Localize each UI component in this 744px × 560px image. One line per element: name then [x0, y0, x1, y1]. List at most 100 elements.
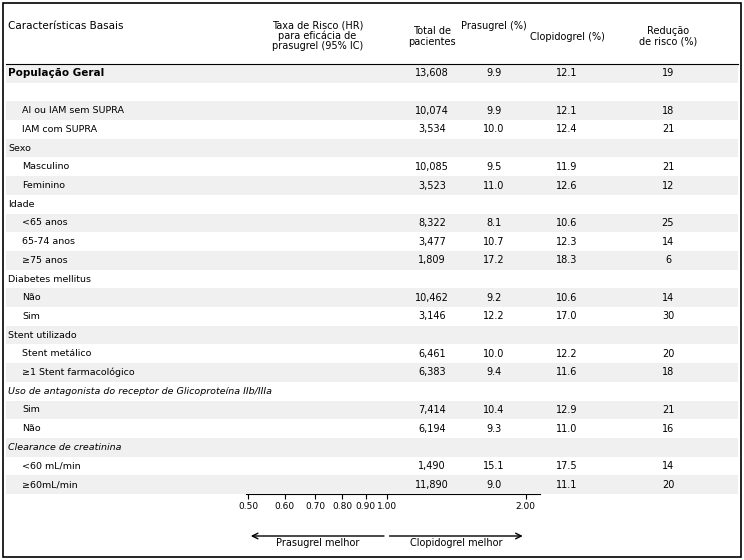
Text: para eficácia de: para eficácia de: [278, 31, 356, 41]
Text: 3,477: 3,477: [418, 237, 446, 246]
Text: prasugrel (95% IC): prasugrel (95% IC): [272, 41, 363, 51]
Text: Sim: Sim: [22, 405, 40, 414]
Bar: [6, 382, 738, 400]
Text: 13,608: 13,608: [415, 68, 449, 78]
Text: 10,074: 10,074: [415, 106, 449, 116]
Bar: [246, 307, 540, 326]
Bar: [6, 232, 738, 251]
Text: <65 anos: <65 anos: [22, 218, 68, 227]
Text: 1,809: 1,809: [418, 255, 446, 265]
Text: 9.4: 9.4: [487, 367, 501, 377]
Text: 10.0: 10.0: [484, 124, 504, 134]
Text: 12.2: 12.2: [557, 349, 578, 359]
Text: 17.0: 17.0: [557, 311, 578, 321]
Bar: [6, 363, 738, 382]
Text: 11.0: 11.0: [557, 423, 577, 433]
Text: 12.6: 12.6: [557, 180, 578, 190]
Text: 21: 21: [662, 124, 674, 134]
Text: Características Basais: Características Basais: [8, 21, 124, 31]
Bar: [246, 232, 540, 251]
Text: 18.3: 18.3: [557, 255, 577, 265]
Bar: [246, 213, 540, 232]
Text: 10.6: 10.6: [557, 218, 577, 228]
Text: 12: 12: [662, 180, 674, 190]
Text: 9.5: 9.5: [487, 162, 501, 172]
Text: 10.0: 10.0: [484, 349, 504, 359]
Bar: [246, 270, 540, 288]
Polygon shape: [324, 66, 366, 81]
Text: 14: 14: [662, 293, 674, 303]
Text: Clopidogrel (%): Clopidogrel (%): [530, 32, 604, 42]
Text: 19: 19: [662, 68, 674, 78]
Text: 6,194: 6,194: [418, 423, 446, 433]
Text: 9.2: 9.2: [487, 293, 501, 303]
Text: 30: 30: [662, 311, 674, 321]
Bar: [6, 344, 738, 363]
Text: 12.9: 12.9: [557, 405, 578, 415]
Bar: [246, 363, 540, 382]
Text: 1,490: 1,490: [418, 461, 446, 471]
Text: 16: 16: [662, 423, 674, 433]
Bar: [6, 475, 738, 494]
Bar: [246, 139, 540, 157]
Bar: [6, 400, 738, 419]
Text: Não: Não: [22, 424, 41, 433]
Bar: [6, 288, 738, 307]
Text: Uso de antagonista do receptor de Glicoproteína IIb/IIIa: Uso de antagonista do receptor de Glicop…: [8, 386, 272, 396]
Bar: [246, 438, 540, 456]
Bar: [246, 419, 540, 438]
Text: 20: 20: [662, 349, 674, 359]
Text: 12.3: 12.3: [557, 237, 578, 246]
Text: 7,414: 7,414: [418, 405, 446, 415]
Text: 6: 6: [665, 255, 671, 265]
Text: População Geral: População Geral: [8, 68, 104, 78]
Bar: [246, 195, 540, 213]
Bar: [6, 176, 738, 195]
Text: 9.0: 9.0: [487, 480, 501, 489]
Text: ≥60mL/min: ≥60mL/min: [22, 480, 77, 489]
Bar: [246, 456, 540, 475]
Bar: [6, 438, 738, 456]
Text: 12.1: 12.1: [557, 106, 578, 116]
Text: Stent metálico: Stent metálico: [22, 349, 92, 358]
Bar: [246, 400, 540, 419]
Bar: [246, 288, 540, 307]
Text: Clopidogrel melhor: Clopidogrel melhor: [410, 538, 502, 548]
Text: 11,890: 11,890: [415, 480, 449, 489]
Text: 17.2: 17.2: [483, 255, 505, 265]
Bar: [246, 101, 540, 120]
Text: 3,523: 3,523: [418, 180, 446, 190]
Text: Taxa de Risco (HR): Taxa de Risco (HR): [272, 21, 363, 31]
Bar: [6, 64, 738, 83]
Text: AI ou IAM sem SUPRA: AI ou IAM sem SUPRA: [22, 106, 124, 115]
Text: 10.4: 10.4: [484, 405, 504, 415]
Text: Prasugrel melhor: Prasugrel melhor: [276, 538, 359, 548]
Text: Masculino: Masculino: [22, 162, 69, 171]
Text: 8.1: 8.1: [487, 218, 501, 228]
Text: 10.7: 10.7: [484, 237, 504, 246]
Text: 6,461: 6,461: [418, 349, 446, 359]
Text: ≥75 anos: ≥75 anos: [22, 256, 68, 265]
Text: 21: 21: [662, 405, 674, 415]
Text: 18: 18: [662, 106, 674, 116]
Text: Clearance de creatinina: Clearance de creatinina: [8, 443, 121, 452]
Bar: [6, 307, 738, 326]
Text: 65-74 anos: 65-74 anos: [22, 237, 75, 246]
Bar: [6, 213, 738, 232]
Text: 3,146: 3,146: [418, 311, 446, 321]
Text: 11.0: 11.0: [484, 180, 504, 190]
Text: Total de: Total de: [413, 26, 451, 36]
Bar: [246, 120, 540, 139]
Text: Não: Não: [22, 293, 41, 302]
Text: 21: 21: [662, 162, 674, 172]
Bar: [6, 270, 738, 288]
Text: 20: 20: [662, 480, 674, 489]
Text: pacientes: pacientes: [408, 37, 456, 47]
Text: 11.6: 11.6: [557, 367, 577, 377]
Bar: [246, 382, 540, 400]
Text: 14: 14: [662, 461, 674, 471]
Text: Sexo: Sexo: [8, 143, 31, 153]
Bar: [6, 251, 738, 270]
Text: IAM com SUPRA: IAM com SUPRA: [22, 125, 97, 134]
Text: Stent utilizado: Stent utilizado: [8, 330, 77, 339]
